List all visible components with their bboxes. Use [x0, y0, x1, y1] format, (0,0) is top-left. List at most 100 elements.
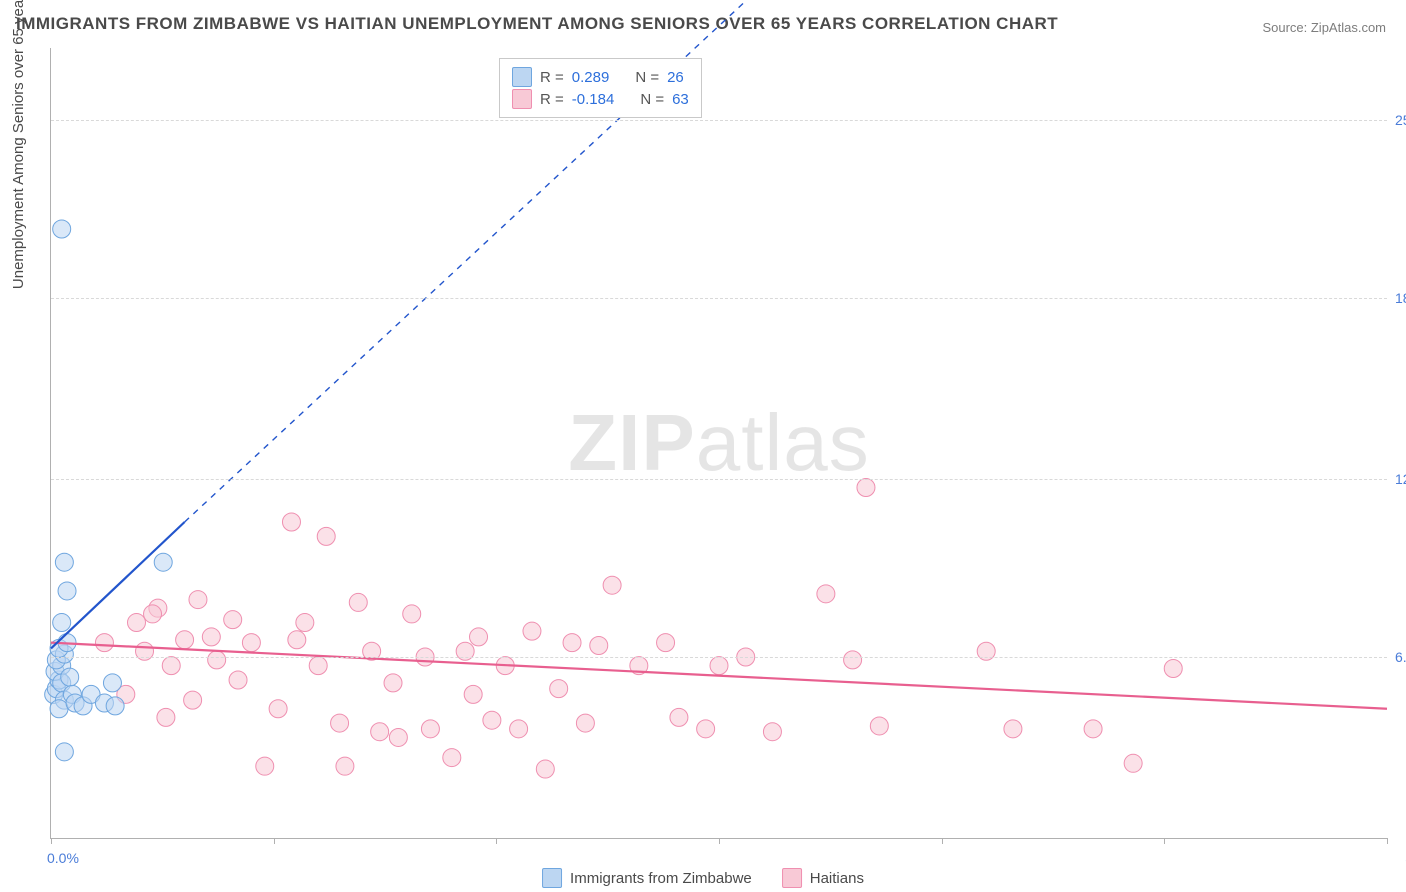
- x-tick: [1164, 838, 1165, 844]
- r-value-a: 0.289: [572, 69, 610, 86]
- n-value-b: 63: [672, 91, 689, 108]
- r-value-b: -0.184: [572, 91, 615, 108]
- legend-label-zimbabwe: Immigrants from Zimbabwe: [570, 870, 752, 887]
- scatter-point-haitians: [336, 757, 354, 775]
- gridline: [51, 298, 1387, 299]
- scatter-point-haitians: [550, 680, 568, 698]
- legend-item-zimbabwe: Immigrants from Zimbabwe: [542, 868, 752, 888]
- y-tick-label: 18.8%: [1395, 290, 1406, 306]
- scatter-point-haitians: [421, 720, 439, 738]
- scatter-point-zimbabwe: [103, 674, 121, 692]
- gridline: [51, 120, 1387, 121]
- scatter-point-haitians: [817, 585, 835, 603]
- scatter-point-haitians: [349, 593, 367, 611]
- plot-area: ZIPatlas R = 0.289 N = 26 R = -0.184 N =…: [50, 48, 1387, 839]
- legend-item-haitians: Haitians: [782, 868, 864, 888]
- stats-row-b: R = -0.184 N = 63: [512, 89, 689, 109]
- scatter-point-haitians: [229, 671, 247, 689]
- scatter-point-haitians: [288, 631, 306, 649]
- scatter-point-haitians: [697, 720, 715, 738]
- scatter-point-haitians: [242, 634, 260, 652]
- scatter-point-haitians: [317, 527, 335, 545]
- scatter-point-haitians: [282, 513, 300, 531]
- scatter-point-zimbabwe: [55, 553, 73, 571]
- chart-container: IMMIGRANTS FROM ZIMBABWE VS HAITIAN UNEM…: [0, 0, 1406, 892]
- scatter-point-haitians: [576, 714, 594, 732]
- x-tick: [51, 838, 52, 844]
- scatter-point-haitians: [1164, 660, 1182, 678]
- scatter-point-haitians: [331, 714, 349, 732]
- scatter-point-zimbabwe: [106, 697, 124, 715]
- scatter-point-haitians: [208, 651, 226, 669]
- scatter-point-haitians: [371, 723, 389, 741]
- scatter-point-zimbabwe: [154, 553, 172, 571]
- scatter-point-haitians: [157, 708, 175, 726]
- y-tick-label: 12.5%: [1395, 471, 1406, 487]
- scatter-point-haitians: [176, 631, 194, 649]
- scatter-point-haitians: [224, 611, 242, 629]
- scatter-point-haitians: [269, 700, 287, 718]
- r-label-a: R =: [540, 69, 564, 86]
- scatter-point-haitians: [443, 749, 461, 767]
- scatter-point-haitians: [670, 708, 688, 726]
- source-attribution: Source: ZipAtlas.com: [1262, 20, 1386, 35]
- scatter-point-haitians: [763, 723, 781, 741]
- scatter-point-haitians: [309, 657, 327, 675]
- gridline: [51, 657, 1387, 658]
- scatter-point-haitians: [296, 614, 314, 632]
- legend: Immigrants from Zimbabwe Haitians: [542, 868, 864, 888]
- x-tick: [496, 838, 497, 844]
- scatter-point-zimbabwe: [61, 668, 79, 686]
- n-label-b: N =: [640, 91, 664, 108]
- y-tick-label: 25.0%: [1395, 112, 1406, 128]
- scatter-point-haitians: [483, 711, 501, 729]
- scatter-point-haitians: [189, 591, 207, 609]
- scatter-point-zimbabwe: [53, 614, 71, 632]
- scatter-point-haitians: [389, 728, 407, 746]
- scatter-point-haitians: [403, 605, 421, 623]
- scatter-point-haitians: [523, 622, 541, 640]
- scatter-point-haitians: [590, 637, 608, 655]
- scatter-point-zimbabwe: [50, 700, 68, 718]
- scatter-point-haitians: [563, 634, 581, 652]
- scatter-point-zimbabwe: [55, 743, 73, 761]
- scatter-point-haitians: [144, 605, 162, 623]
- r-label-b: R =: [540, 91, 564, 108]
- scatter-point-haitians: [710, 657, 728, 675]
- scatter-point-haitians: [184, 691, 202, 709]
- scatter-point-haitians: [470, 628, 488, 646]
- y-axis-label: Unemployment Among Seniors over 65 years: [10, 0, 27, 289]
- scatter-point-haitians: [1084, 720, 1102, 738]
- y-tick-label: 6.3%: [1395, 649, 1406, 665]
- legend-swatch-zimbabwe: [542, 868, 562, 888]
- x-tick: [1387, 838, 1388, 844]
- stats-box: R = 0.289 N = 26 R = -0.184 N = 63: [499, 58, 702, 118]
- x-tick-label-min: 0.0%: [47, 850, 79, 866]
- scatter-point-haitians: [510, 720, 528, 738]
- scatter-point-haitians: [657, 634, 675, 652]
- scatter-point-zimbabwe: [58, 582, 76, 600]
- scatter-point-haitians: [857, 479, 875, 497]
- scatter-point-haitians: [603, 576, 621, 594]
- scatter-point-haitians: [870, 717, 888, 735]
- scatter-point-haitians: [844, 651, 862, 669]
- scatter-point-haitians: [202, 628, 220, 646]
- scatter-point-haitians: [1124, 754, 1142, 772]
- trendline-haitians: [51, 643, 1387, 709]
- scatter-point-haitians: [162, 657, 180, 675]
- scatter-point-haitians: [384, 674, 402, 692]
- stats-row-a: R = 0.289 N = 26: [512, 67, 689, 87]
- chart-title: IMMIGRANTS FROM ZIMBABWE VS HAITIAN UNEM…: [16, 14, 1058, 34]
- x-tick: [942, 838, 943, 844]
- swatch-zimbabwe: [512, 67, 532, 87]
- scatter-point-zimbabwe: [53, 220, 71, 238]
- scatter-point-haitians: [128, 614, 146, 632]
- scatter-point-haitians: [256, 757, 274, 775]
- x-tick: [719, 838, 720, 844]
- n-value-a: 26: [667, 69, 684, 86]
- swatch-haitians: [512, 89, 532, 109]
- legend-swatch-haitians: [782, 868, 802, 888]
- scatter-point-haitians: [95, 634, 113, 652]
- gridline: [51, 479, 1387, 480]
- n-label-a: N =: [635, 69, 659, 86]
